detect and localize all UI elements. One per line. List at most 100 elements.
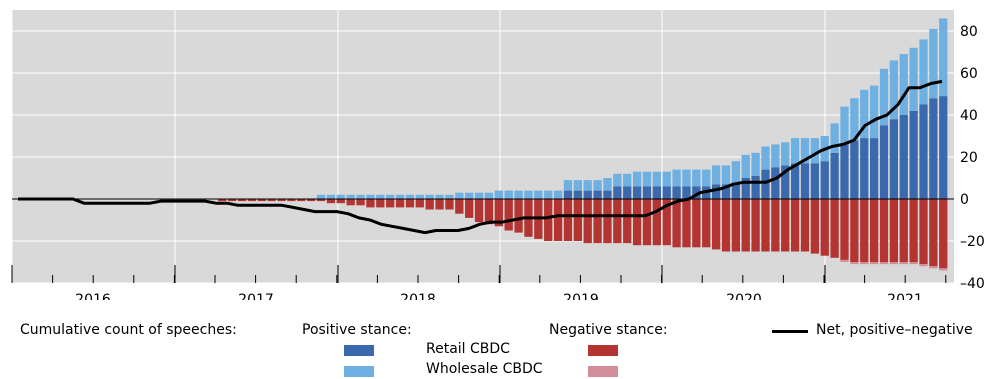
- bar-retail-positive: [603, 190, 612, 199]
- bar-retail-negative: [790, 199, 800, 252]
- bar-wholesale-positive: [642, 171, 652, 187]
- bar-wholesale-positive: [662, 171, 671, 187]
- bar-retail-negative: [761, 199, 770, 252]
- bar-wholesale-positive: [623, 173, 632, 187]
- bar-retail-negative: [810, 199, 820, 254]
- bar-retail-negative: [218, 199, 227, 202]
- bar-wholesale-negative: [869, 262, 879, 265]
- bar-retail-positive: [899, 115, 908, 199]
- bar-retail-negative: [632, 199, 642, 246]
- bar-wholesale-positive: [514, 190, 523, 199]
- bar-wholesale-positive: [316, 194, 326, 199]
- bar-retail-negative: [860, 199, 869, 262]
- legend-net-line-swatch: [772, 330, 808, 333]
- bar-retail-negative: [781, 199, 790, 252]
- bar-retail-negative: [623, 199, 632, 244]
- y-tick-label: 80: [960, 24, 978, 40]
- bar-retail-positive: [860, 138, 869, 199]
- bar-retail-negative: [287, 199, 296, 202]
- y-tick-label: 60: [960, 66, 978, 82]
- bar-retail-negative: [247, 199, 257, 202]
- bar-wholesale-positive: [553, 190, 563, 199]
- y-tick-label: –20: [960, 234, 985, 250]
- bar-retail-negative: [850, 199, 859, 262]
- bar-wholesale-positive: [879, 68, 889, 126]
- bar-retail-positive: [781, 165, 790, 199]
- bar-retail-negative: [553, 199, 563, 241]
- bar-retail-positive: [771, 167, 780, 199]
- bar-wholesale-positive: [652, 171, 661, 187]
- bar-retail-negative: [652, 199, 661, 246]
- bar-retail-negative: [751, 199, 760, 252]
- legend-net-label: Net, positive–negative: [816, 322, 973, 338]
- legend-negative-label: Negative stance:: [549, 322, 668, 338]
- bar-wholesale-positive: [474, 192, 484, 199]
- bar-retail-negative: [494, 199, 503, 227]
- bar-retail-negative: [929, 199, 938, 267]
- bar-retail-negative: [544, 199, 553, 241]
- bar-retail-negative: [603, 199, 612, 244]
- bar-retail-negative: [642, 199, 652, 246]
- bar-retail-negative: [692, 199, 701, 248]
- bar-retail-negative: [356, 199, 365, 206]
- bar-wholesale-positive: [751, 152, 760, 176]
- bar-wholesale-positive: [376, 194, 385, 199]
- bar-retail-positive: [741, 178, 750, 199]
- bar-retail-negative: [939, 199, 948, 269]
- bar-wholesale-positive: [435, 194, 444, 199]
- bar-retail-positive: [672, 186, 681, 199]
- bar-wholesale-negative: [850, 262, 859, 265]
- bar-retail-negative: [820, 199, 829, 256]
- bar-wholesale-positive: [810, 138, 820, 164]
- bar-wholesale-positive: [593, 180, 602, 191]
- bar-retail-negative: [800, 199, 810, 252]
- bar-wholesale-positive: [445, 194, 454, 199]
- bar-retail-negative: [316, 199, 326, 202]
- bar-retail-negative: [672, 199, 681, 248]
- bar-retail-negative: [267, 199, 276, 202]
- bar-wholesale-negative: [840, 259, 849, 262]
- bar-wholesale-negative: [899, 262, 908, 265]
- bar-retail-positive: [682, 186, 691, 199]
- x-tick-label: 2019: [563, 292, 599, 300]
- bar-retail-negative: [879, 199, 889, 262]
- bar-wholesale-positive: [386, 194, 395, 199]
- bar-wholesale-positive: [672, 169, 681, 187]
- bar-retail-negative: [840, 199, 849, 260]
- bar-retail-negative: [395, 199, 405, 208]
- bar-wholesale-positive: [603, 178, 612, 191]
- bar-retail-negative: [415, 199, 424, 208]
- bar-retail-positive: [761, 169, 770, 199]
- bar-retail-positive: [583, 190, 592, 199]
- bar-wholesale-positive: [682, 169, 691, 187]
- bar-retail-negative: [702, 199, 711, 248]
- bar-retail-positive: [751, 175, 760, 199]
- bar-retail-positive: [721, 184, 731, 199]
- bar-retail-negative: [346, 199, 355, 206]
- bar-retail-negative: [465, 199, 474, 218]
- bar-retail-positive: [800, 163, 810, 199]
- bar-wholesale-positive: [761, 146, 770, 170]
- bar-retail-negative: [297, 199, 306, 202]
- bar-retail-positive: [929, 98, 938, 199]
- bar-retail-positive: [919, 104, 928, 199]
- bar-retail-positive: [731, 182, 740, 199]
- bar-wholesale-positive: [504, 190, 513, 199]
- bar-wholesale-positive: [721, 165, 731, 185]
- bar-retail-negative: [613, 199, 622, 244]
- gridlines: [11, 10, 954, 284]
- bar-retail-negative: [899, 199, 908, 262]
- bar-retail-negative: [593, 199, 602, 244]
- bar-wholesale-positive: [889, 60, 899, 120]
- bar-retail-negative: [573, 199, 582, 241]
- bar-wholesale-negative: [929, 266, 938, 269]
- bar-wholesale-positive: [860, 89, 869, 139]
- bar-retail-negative: [484, 199, 494, 225]
- bar-wholesale-negative: [919, 264, 928, 267]
- bar-wholesale-positive: [415, 194, 424, 199]
- bar-wholesale-positive: [573, 180, 582, 191]
- bar-retail-negative: [514, 199, 523, 233]
- x-axis: 2016 2017 2018 2019 2020 2021: [11, 265, 947, 300]
- legend-heading: Cumulative count of speeches:: [20, 322, 237, 338]
- bar-retail-negative: [711, 199, 721, 250]
